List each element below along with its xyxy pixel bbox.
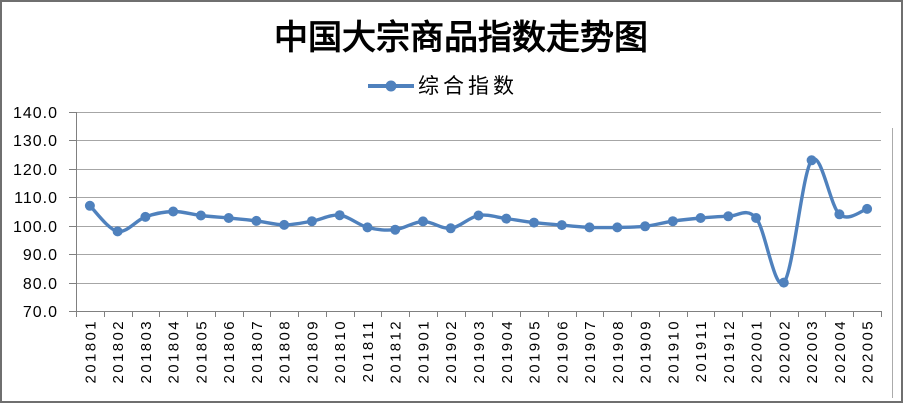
y-tick-label: 140.0 bbox=[13, 105, 58, 122]
data-point-marker bbox=[223, 213, 234, 223]
plot-gridlines bbox=[76, 112, 881, 284]
x-tick-label: 201910 bbox=[665, 319, 682, 383]
data-series bbox=[84, 155, 873, 288]
x-tick-label: 201803 bbox=[138, 319, 155, 383]
y-tick-label: 120.0 bbox=[13, 162, 58, 179]
data-point-marker bbox=[640, 221, 651, 232]
axis-tick-labels: 140.0 130.0 120.0 110.0 100.0 90.0 80.0 70.0 201… bbox=[13, 105, 877, 383]
legend-label: 综合指数 bbox=[418, 74, 518, 98]
data-point-marker bbox=[612, 222, 623, 233]
y-tick-label: 90.0 bbox=[23, 247, 58, 264]
data-point-marker bbox=[390, 224, 401, 235]
x-tick-label: 201902 bbox=[443, 319, 460, 383]
x-tick-label: 202003 bbox=[804, 319, 821, 383]
x-tick-label: 202001 bbox=[749, 319, 766, 383]
x-tick-label: 201811 bbox=[360, 319, 377, 382]
x-tick-label: 201807 bbox=[249, 319, 266, 383]
y-tick-label: 70.0 bbox=[23, 304, 58, 321]
series-line bbox=[88, 157, 869, 286]
data-point-marker bbox=[584, 222, 595, 233]
x-tick-label: 201901 bbox=[416, 319, 433, 383]
x-tick-label: 201907 bbox=[582, 319, 599, 383]
plot-axes bbox=[69, 111, 883, 317]
x-tick-label: 201908 bbox=[610, 319, 627, 383]
data-point-marker bbox=[334, 210, 345, 221]
data-point-marker bbox=[529, 217, 539, 228]
data-point-marker bbox=[501, 213, 512, 224]
x-tick-label: 202002 bbox=[776, 319, 793, 383]
data-point-marker bbox=[306, 216, 317, 227]
chart-title: 中国大宗商品指数走势图 bbox=[274, 18, 648, 57]
y-tick-label: 80.0 bbox=[23, 276, 58, 293]
x-tick-label: 202004 bbox=[832, 319, 849, 383]
data-point-marker bbox=[556, 220, 567, 231]
data-point-marker bbox=[112, 226, 123, 237]
x-tick-label: 201810 bbox=[332, 319, 349, 383]
x-tick-label: 201809 bbox=[304, 319, 321, 383]
data-point-marker bbox=[362, 222, 373, 233]
data-point-marker bbox=[806, 155, 817, 166]
data-point-marker bbox=[862, 203, 873, 214]
data-point-marker bbox=[778, 277, 789, 288]
x-tick-label: 201804 bbox=[166, 319, 183, 383]
y-tick-label: 100.0 bbox=[13, 219, 58, 236]
data-point-marker bbox=[84, 200, 95, 211]
data-point-marker bbox=[251, 215, 262, 226]
x-tick-label: 201903 bbox=[471, 319, 488, 383]
data-point-marker bbox=[445, 223, 456, 234]
data-point-marker bbox=[834, 209, 845, 220]
x-tick-label: 201909 bbox=[638, 319, 655, 383]
data-point-marker bbox=[667, 216, 678, 227]
data-point-marker bbox=[751, 213, 762, 223]
data-point-marker bbox=[723, 211, 734, 222]
data-point-marker bbox=[168, 206, 179, 217]
x-tick-label: 201806 bbox=[221, 319, 238, 383]
data-point-marker bbox=[195, 210, 206, 221]
x-tick-label: 201805 bbox=[193, 319, 210, 383]
x-tick-label: 201802 bbox=[110, 319, 127, 383]
data-point-marker bbox=[279, 219, 290, 230]
y-tick-label: 110.0 bbox=[14, 190, 58, 207]
data-point-marker bbox=[418, 216, 428, 227]
legend-circle-marker-icon bbox=[385, 80, 397, 92]
data-point-marker bbox=[473, 210, 484, 221]
data-point-marker bbox=[695, 213, 706, 223]
x-tick-label: 201812 bbox=[388, 319, 405, 383]
data-point-marker bbox=[140, 211, 151, 222]
x-tick-label: 201801 bbox=[82, 319, 99, 383]
x-tick-label: 202005 bbox=[860, 319, 877, 383]
x-tick-label: 201904 bbox=[499, 319, 516, 383]
x-tick-label: 201808 bbox=[277, 319, 294, 383]
x-tick-label: 201912 bbox=[721, 319, 738, 383]
y-tick-label: 130.0 bbox=[13, 133, 58, 150]
x-tick-label: 201905 bbox=[527, 319, 544, 383]
x-tick-label: 201911 bbox=[693, 319, 710, 382]
x-tick-label: 201906 bbox=[554, 319, 571, 383]
legend: 综合指数 bbox=[368, 74, 518, 98]
